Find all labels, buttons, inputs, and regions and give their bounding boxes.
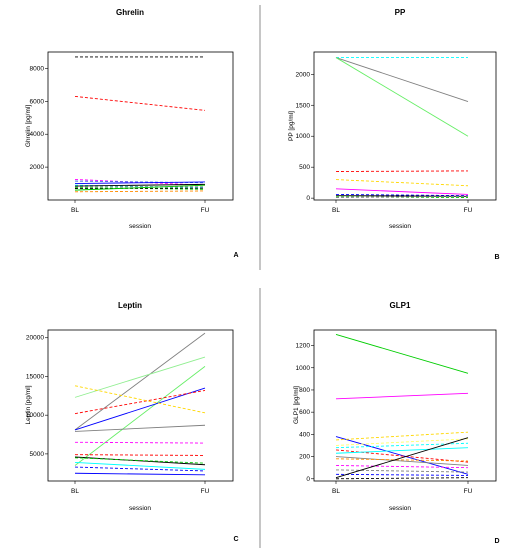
panel-b: PP 0 500 1000 1500 2000 BL FU session PP [pg/ml] B: [288, 8, 500, 261]
y-tick-label: 0: [306, 195, 310, 202]
y-tick-label: 8000: [30, 65, 45, 72]
series-line: [74, 454, 206, 456]
y-axis-label: Ghrelin [pg/ml]: [25, 105, 32, 147]
series-line: [335, 57, 469, 137]
y-tick-label: 2000: [296, 71, 311, 78]
panel-title: GLP1: [390, 301, 411, 310]
x-axis-label: session: [389, 223, 411, 230]
y-tick-label: 1200: [296, 343, 311, 350]
series-line: [335, 179, 469, 187]
series-line: [335, 188, 469, 195]
panel-title: Ghrelin: [116, 8, 144, 17]
series-line: [74, 457, 206, 464]
plot-frame: [313, 329, 497, 482]
y-tick-label: 1500: [296, 102, 311, 109]
series-line: [335, 469, 469, 473]
series-line: [74, 389, 206, 415]
x-axis-label: session: [129, 505, 151, 512]
series-line: [335, 392, 469, 400]
series-line: [74, 332, 206, 431]
series-line: [74, 184, 206, 191]
series-line: [74, 181, 206, 185]
x-tick-label: FU: [201, 488, 210, 495]
series-line: [335, 334, 469, 374]
y-axis-label: GLP1 [pg/ml]: [293, 386, 300, 424]
series-line: [74, 366, 206, 466]
panel-letter: C: [233, 536, 238, 543]
series-line: [74, 95, 206, 111]
x-axis-label: session: [129, 223, 151, 230]
y-tick-label: 200: [299, 454, 310, 461]
panel-c: Leptin 5000 10000 15000 20000 BL FU session Lept…: [25, 301, 239, 543]
series-line: [335, 436, 469, 475]
series-line: [74, 461, 206, 470]
y-tick-label: 800: [299, 387, 310, 394]
x-tick-label: FU: [464, 488, 473, 495]
x-tick-label: FU: [464, 207, 473, 214]
y-tick-label: 10000: [26, 412, 44, 419]
y-tick-label: 1000: [296, 133, 311, 140]
plot-frame: [47, 51, 234, 201]
y-tick-label: 20000: [26, 335, 44, 342]
panel-title: Leptin: [118, 301, 142, 310]
panel-letter: A: [233, 252, 238, 259]
panel-d: GLP1 0 200 400 600 800 1000 1200 BL FU session GLP1…: [293, 301, 500, 545]
panel-title: PP: [395, 8, 406, 17]
y-tick-label: 0: [306, 476, 310, 483]
series-line: [335, 431, 469, 441]
series-line: [335, 477, 469, 480]
panel-letter: D: [494, 538, 499, 545]
y-tick-label: 2000: [30, 164, 45, 171]
series-line: [74, 183, 206, 187]
y-axis-label: Leptin [pg/ml]: [25, 385, 32, 424]
series-line: [74, 180, 206, 184]
panel-letter: B: [494, 254, 499, 261]
x-tick-label: BL: [332, 207, 340, 214]
series-line: [74, 472, 206, 476]
series-line: [335, 473, 469, 476]
x-tick-label: FU: [201, 207, 210, 214]
series-line: [74, 441, 206, 444]
series-line: [74, 466, 206, 472]
series-line: [335, 438, 469, 446]
series-line: [74, 424, 206, 432]
x-axis-label: session: [389, 505, 411, 512]
y-axis-label: PP [pg/ml]: [288, 111, 295, 141]
series-line: [74, 356, 206, 398]
series-line: [74, 190, 206, 193]
y-tick-label: 5000: [30, 451, 45, 458]
series-line: [335, 195, 469, 198]
x-tick-label: BL: [71, 207, 79, 214]
y-tick-label: 500: [299, 164, 310, 171]
series-line: [335, 57, 469, 102]
series-line: [335, 193, 469, 197]
y-tick-label: 6000: [30, 98, 45, 105]
y-tick-label: 4000: [30, 131, 45, 138]
series-line: [335, 456, 469, 466]
series-line: [74, 387, 206, 431]
series-line: [74, 385, 206, 414]
y-tick-label: 600: [299, 409, 310, 416]
series-line: [335, 447, 469, 454]
plot-frame: [313, 51, 497, 201]
x-tick-label: BL: [332, 488, 340, 495]
series-line: [335, 437, 469, 479]
y-tick-label: 400: [299, 431, 310, 438]
y-tick-label: 1000: [296, 365, 311, 372]
panel-a: Ghrelin 2000 4000 6000 8000 BL FU session Ghreli…: [25, 8, 239, 259]
plot-frame: [47, 329, 234, 482]
series-line: [335, 465, 469, 469]
y-tick-label: 15000: [26, 373, 44, 380]
series-line: [335, 170, 469, 172]
x-tick-label: BL: [71, 488, 79, 495]
series-line: [335, 458, 469, 462]
series-line: [74, 187, 206, 190]
